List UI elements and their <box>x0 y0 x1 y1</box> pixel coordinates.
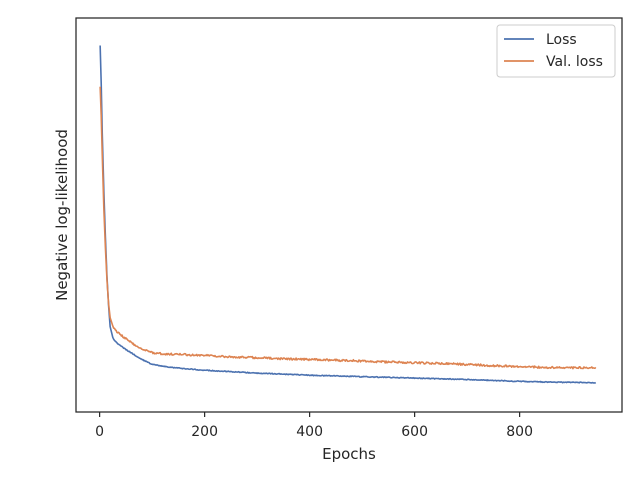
x-axis-label: Epochs <box>322 445 376 463</box>
legend: Loss Val. loss <box>496 24 616 78</box>
x-axis-ticks: 0 200 400 600 800 <box>95 412 533 440</box>
legend-label-loss: Loss <box>546 32 577 48</box>
plot-area <box>76 18 622 412</box>
series-line-loss <box>99 45 597 384</box>
series-layer <box>99 45 597 384</box>
x-tick-label: 0 <box>95 424 104 440</box>
series-line-val-loss <box>99 86 597 370</box>
legend-box <box>496 24 616 78</box>
x-tick-label: 800 <box>506 424 533 440</box>
plot-frame <box>75 17 623 413</box>
x-tick-label: 200 <box>191 424 218 440</box>
y-axis-label: Negative log-likelihood <box>53 129 71 301</box>
legend-label-val-loss: Val. loss <box>546 54 603 70</box>
x-tick-label: 400 <box>296 424 323 440</box>
x-tick-label: 600 <box>401 424 428 440</box>
